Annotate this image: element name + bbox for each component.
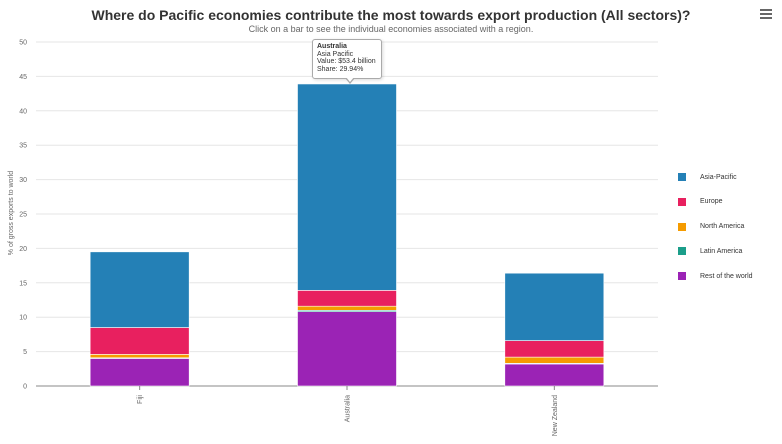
- bar-segment-asia-pacific[interactable]: [504, 272, 605, 341]
- x-tick-label: New Zealand: [552, 395, 559, 436]
- legend-swatch: [678, 272, 686, 281]
- bar-segment-asia-pacific[interactable]: [89, 251, 190, 328]
- y-tick-label: 50: [19, 40, 27, 47]
- bar-segment-rest-of-the-world[interactable]: [297, 311, 397, 387]
- legend-swatch: [678, 197, 686, 206]
- legend-swatch: [678, 247, 686, 256]
- legend-swatch: [678, 173, 686, 181]
- hamburger-menu-icon[interactable]: [760, 9, 772, 19]
- legend-label: North America: [700, 223, 745, 231]
- tooltip-value: Value: $53.4 billion: [317, 58, 376, 65]
- y-tick-label: 15: [19, 280, 27, 287]
- bar-segment-rest-of-the-world[interactable]: [504, 363, 605, 387]
- legend-item-europe[interactable]: Europe: [678, 196, 778, 208]
- bar-segment-north-america[interactable]: [504, 356, 605, 364]
- tooltip-region: Asia Pacific: [317, 50, 354, 58]
- legend-item-north-america[interactable]: North America: [678, 221, 778, 233]
- bar-segment-north-america[interactable]: [297, 305, 397, 311]
- legend-label: Asia-Pacific: [700, 173, 737, 181]
- y-tick-label: 10: [19, 315, 27, 322]
- y-tick-label: 20: [19, 246, 27, 253]
- y-tick-label: 5: [23, 349, 27, 356]
- legend-item-latin-america[interactable]: Latin America: [678, 245, 778, 257]
- y-tick-label: 30: [19, 177, 27, 184]
- legend-item-asia-pacific[interactable]: Asia-Pacific: [678, 171, 778, 183]
- legend-label: Rest of the world: [700, 272, 753, 280]
- chart-title: Where do Pacific economies contribute th…: [91, 7, 691, 23]
- x-tick-label: Fiji: [137, 395, 144, 404]
- legend-swatch: [678, 222, 686, 231]
- legend-label: Latin America: [700, 247, 743, 255]
- bar-segment-europe[interactable]: [297, 290, 397, 307]
- x-tick-label: Australia: [345, 395, 352, 422]
- y-tick-label: 35: [19, 143, 27, 150]
- y-tick-label: 0: [23, 384, 27, 391]
- tooltip-share: Share: 29.94%: [317, 65, 364, 73]
- y-tick-label: 45: [19, 74, 27, 81]
- tooltip-title: Australia: [317, 43, 347, 50]
- bar-segment-rest-of-the-world[interactable]: [89, 358, 190, 387]
- tooltip: Australia Asia Pacific Value: $53.4 bill…: [312, 39, 382, 84]
- y-tick-label: 40: [19, 108, 27, 115]
- bar-segment-asia-pacific[interactable]: [297, 83, 397, 291]
- tooltip-arrow: [345, 77, 355, 84]
- chart-subtitle: Click on a bar to see the individual eco…: [248, 24, 534, 34]
- legend-item-rest-of-the-world[interactable]: Rest of the world: [678, 270, 778, 282]
- bar-segment-north-america[interactable]: [89, 354, 190, 359]
- y-tick-label: 25: [19, 212, 27, 219]
- y-axis-title: % of gross exports to world: [8, 171, 15, 256]
- legend-label: Europe: [700, 198, 723, 206]
- bar-segment-europe[interactable]: [89, 327, 190, 355]
- legend: Asia-Pacific Europe North America Latin Ame…: [678, 171, 778, 295]
- bar-segment-europe[interactable]: [504, 340, 605, 358]
